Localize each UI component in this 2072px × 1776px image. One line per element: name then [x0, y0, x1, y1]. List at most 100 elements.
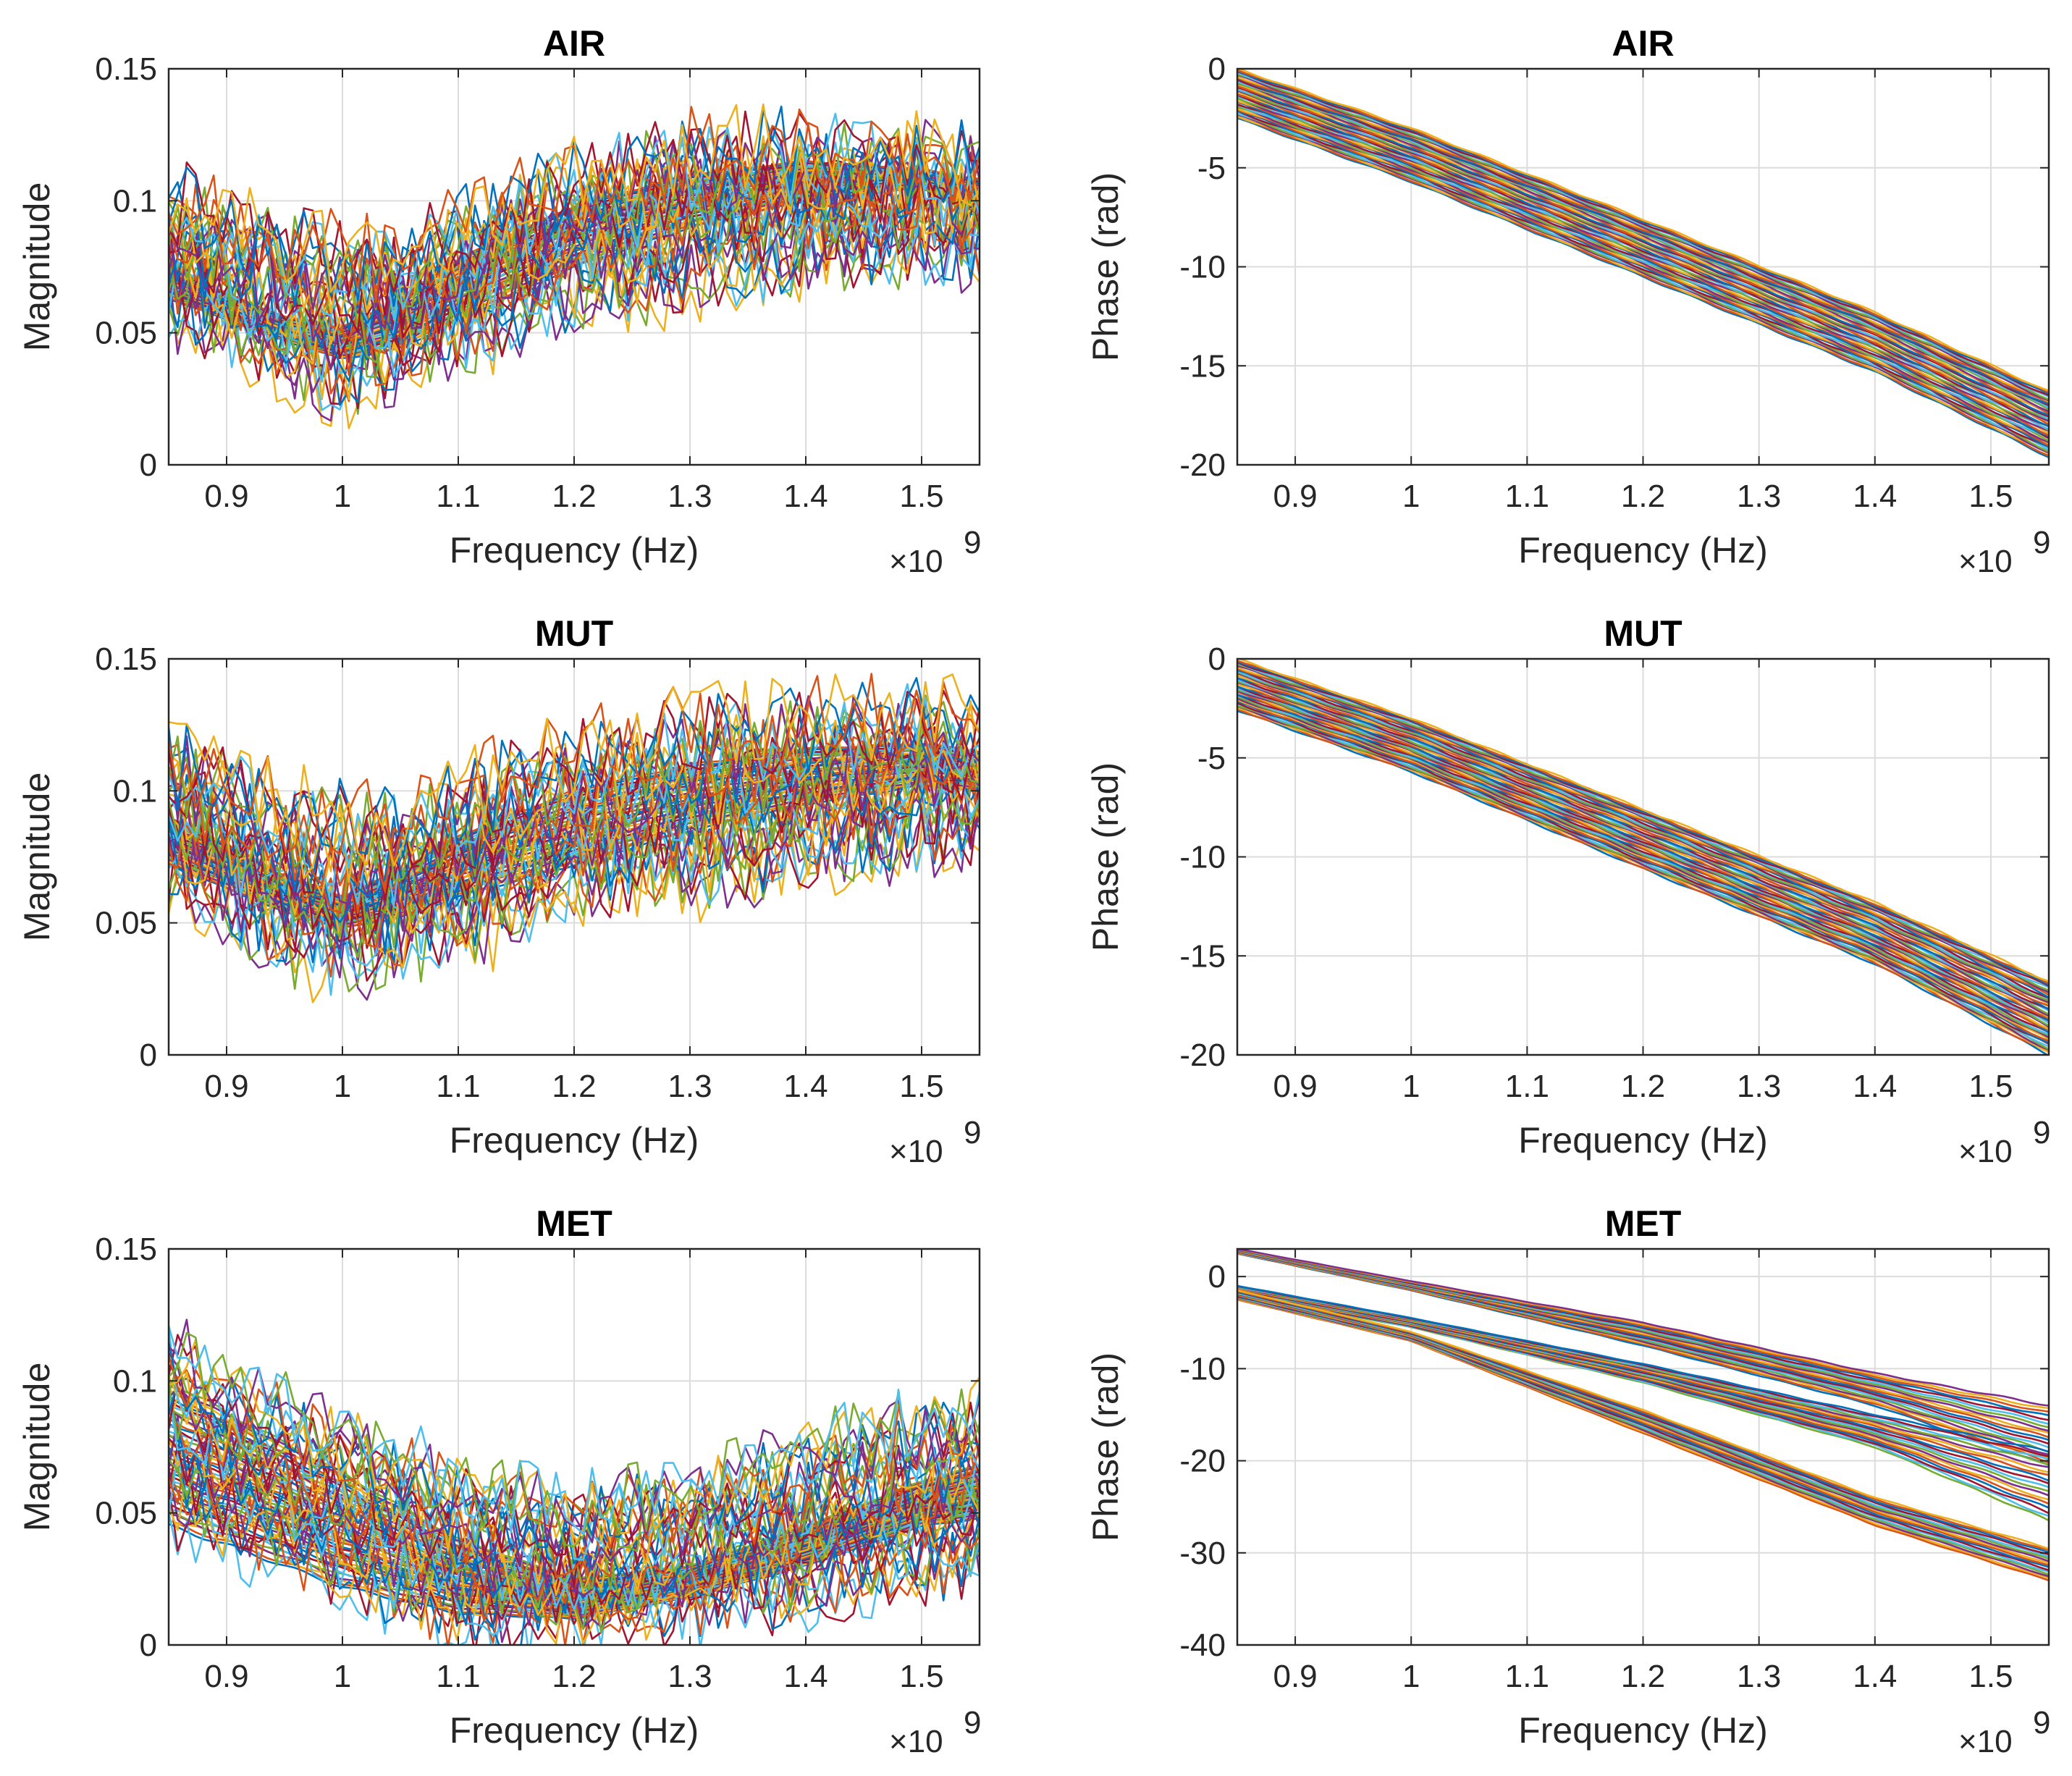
x-exponent-power: 9 — [2033, 525, 2050, 560]
series-group — [1237, 69, 2049, 458]
x-tick-label: 1.5 — [1968, 1659, 2013, 1694]
x-tick-label: 1.1 — [436, 479, 480, 514]
series-line — [169, 1432, 980, 1607]
series-line — [169, 1331, 980, 1548]
x-exponent-label: ×10 — [889, 1724, 943, 1759]
series-line — [1237, 1249, 2049, 1407]
y-axis-label: Phase (rad) — [1085, 1352, 1126, 1541]
x-axis-label: Frequency (Hz) — [450, 1710, 699, 1751]
y-tick-label: -10 — [1179, 1351, 1226, 1386]
series-line — [169, 699, 980, 892]
x-tick-label: 1 — [1402, 1069, 1420, 1104]
chart-title: MET — [1605, 1203, 1682, 1244]
series-line — [1237, 82, 2049, 411]
series-line — [1237, 1289, 2049, 1550]
series-line — [169, 1371, 980, 1570]
series-line — [169, 1386, 980, 1597]
y-tick-label: 0 — [1208, 51, 1226, 87]
panel-mut-magnitude: 0.9 1 1.1 1.2 1.3 1.4 1.5 0 0.05 0.1 0.15 MUT Freque… — [17, 613, 981, 1169]
series-line — [169, 193, 980, 406]
x-axis-label: Frequency (Hz) — [1518, 1120, 1768, 1161]
x-exponent-label: ×10 — [889, 1134, 943, 1169]
y-tick-label: -10 — [1179, 250, 1226, 285]
x-tick-label: 1.5 — [1968, 1069, 2013, 1104]
chart-title: MUT — [1604, 613, 1682, 654]
y-tick-label: 0.1 — [113, 1363, 157, 1399]
x-tick-label: 1.1 — [1505, 1069, 1549, 1104]
x-tick-label: 1.4 — [1853, 1069, 1897, 1104]
y-axis-label: Magnitude — [17, 1363, 57, 1532]
series-line — [1237, 700, 2049, 1044]
x-axis-label: Frequency (Hz) — [1518, 1710, 1768, 1751]
x-tick-label: 0.9 — [204, 1659, 248, 1694]
x-tick-label: 1.4 — [1853, 1659, 1897, 1694]
x-tick-label: 1.1 — [436, 1069, 480, 1104]
series-line — [169, 776, 980, 979]
series-line — [169, 201, 980, 411]
x-tick-label: 1.1 — [1505, 1659, 1549, 1694]
y-tick-label: -40 — [1179, 1628, 1226, 1663]
x-exponent-label: ×10 — [1958, 1724, 2013, 1759]
series-line — [169, 159, 980, 363]
chart-title: MUT — [535, 613, 613, 654]
series-group — [169, 103, 980, 429]
x-tick-label: 0.9 — [204, 479, 248, 514]
x-tick-label: 1.4 — [783, 1659, 827, 1694]
series-line — [169, 103, 980, 293]
series-line — [169, 714, 980, 901]
series-line — [169, 677, 980, 858]
y-tick-label: -15 — [1179, 938, 1226, 974]
x-tick-label: 1.1 — [1505, 479, 1549, 514]
series-group — [1237, 1249, 2049, 1582]
y-tick-label: 0 — [1208, 1259, 1226, 1295]
x-tick-label: 1.5 — [899, 479, 943, 514]
series-line — [1237, 661, 2049, 988]
y-tick-label: 0.1 — [113, 183, 157, 219]
x-tick-label: 1.2 — [1621, 1069, 1665, 1104]
series-line — [1237, 699, 2049, 1040]
panel-met-phase: 0.9 1 1.1 1.2 1.3 1.4 1.5 -40 -30 -20 -10 0 MET Frequ… — [1085, 1203, 2050, 1759]
series-line — [1237, 74, 2049, 402]
y-tick-label: -5 — [1197, 151, 1226, 186]
x-tick-label: 0.9 — [1273, 1069, 1317, 1104]
x-tick-label: 1.5 — [899, 1069, 943, 1104]
series-line — [169, 683, 980, 869]
x-tick-label: 1.3 — [667, 479, 712, 514]
y-tick-label: 0.05 — [95, 316, 157, 351]
x-tick-label: 1 — [334, 1659, 351, 1694]
x-tick-label: 1.3 — [667, 1069, 712, 1104]
x-exponent-label: ×10 — [1958, 1134, 2013, 1169]
x-axis-label: Frequency (Hz) — [1518, 530, 1768, 571]
y-tick-label: 0 — [140, 447, 157, 483]
y-tick-label: 0.05 — [95, 1496, 157, 1531]
y-tick-label: -15 — [1179, 348, 1226, 384]
x-tick-label: 1.5 — [899, 1659, 943, 1694]
y-tick-label: 0.1 — [113, 773, 157, 809]
series-line — [1237, 672, 2049, 1003]
x-tick-label: 0.9 — [204, 1069, 248, 1104]
x-tick-label: 1.2 — [1621, 479, 1665, 514]
x-tick-label: 1.2 — [552, 1069, 596, 1104]
x-tick-label: 1.1 — [436, 1659, 480, 1694]
x-tick-label: 1.4 — [783, 479, 827, 514]
x-axis-label: Frequency (Hz) — [450, 530, 699, 571]
series-line — [169, 725, 980, 914]
series-line — [169, 1484, 980, 1645]
x-exponent-power: 9 — [2033, 1705, 2050, 1741]
panel-mut-phase: 0.9 1 1.1 1.2 1.3 1.4 1.5 -20 -15 -10 -5 0 MUT Freque… — [1085, 613, 2050, 1169]
y-tick-label: 0 — [1208, 641, 1226, 677]
y-axis-label: Phase (rad) — [1085, 172, 1126, 361]
series-line — [169, 780, 980, 982]
series-line — [169, 1354, 980, 1549]
y-tick-label: 0.05 — [95, 906, 157, 941]
panel-air-magnitude: 0.9 1 1.1 1.2 1.3 1.4 1.5 0 0.05 0.1 0.15 AIR Freque… — [17, 23, 981, 579]
series-line — [169, 673, 980, 867]
x-tick-label: 1.2 — [552, 479, 596, 514]
series-line — [1237, 72, 2049, 397]
x-exponent-power: 9 — [964, 1115, 981, 1150]
y-tick-label: -5 — [1197, 741, 1226, 776]
x-tick-label: 1.3 — [1737, 479, 1781, 514]
y-tick-label: 0 — [140, 1628, 157, 1663]
chart-title: MET — [536, 1203, 612, 1244]
